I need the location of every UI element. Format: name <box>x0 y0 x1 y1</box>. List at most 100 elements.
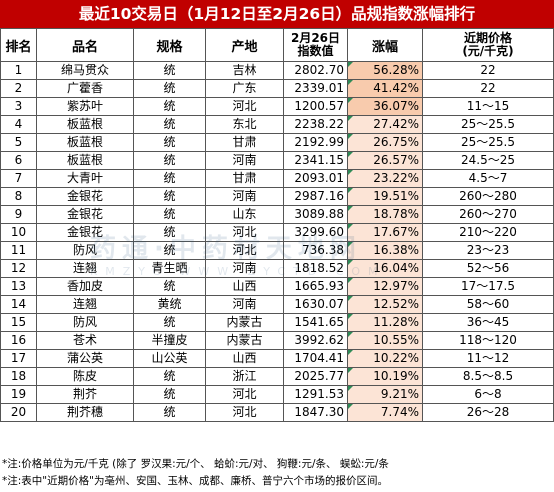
cell-price: 8.5～8.5 <box>422 367 554 386</box>
cell-price: 11～12 <box>422 349 554 368</box>
cell-change: 7.74% <box>347 403 423 422</box>
table-row: 18 陈皮统浙江 2025.77 10.19% 8.5～8.5 <box>0 367 554 386</box>
table-row: 17 蒲公英 山公英 山西 1704.41 10.22% 11～12 <box>0 349 554 368</box>
ranking-table: 排名 品名 规格 产地 2月26日 指数值 涨幅 近期价格 (元/千克) 1 绵马… <box>0 28 554 422</box>
cell-spec: 青生晒 <box>133 259 206 278</box>
cell-origin: 山西 <box>205 349 284 368</box>
cell-change: 27.42% <box>347 115 423 134</box>
cell-rank: 14 <box>0 295 37 314</box>
cell-rank: 9 <box>0 205 37 224</box>
cell-name: 荆芥 <box>36 385 134 404</box>
footnote: *注:价格单位为元/千克 (除了 罗汉果:元/个、 蛤蚧:元/对、 狗鞭:元/条… <box>2 458 389 470</box>
cell-rank: 8 <box>0 187 37 206</box>
cell-rank: 20 <box>0 403 37 422</box>
table-row: 10 金银花统河北 3299.60 17.67% 210～220 <box>0 223 554 242</box>
cell-origin: 河南 <box>205 151 284 170</box>
cell-change: 10.55% <box>347 331 423 350</box>
cell-rank: 10 <box>0 223 37 242</box>
table-row: 2 广藿香统广东 2339.01 41.42% 22 <box>0 79 554 98</box>
cell-index: 2987.16 <box>283 187 348 206</box>
cell-change: 12.97% <box>347 277 423 296</box>
cell-rank: 11 <box>0 241 37 260</box>
table-row: 3 紫苏叶统河北 1200.57 36.07% 11～15 <box>0 97 554 116</box>
cell-spec: 统 <box>133 79 206 98</box>
cell-rank: 4 <box>0 115 37 134</box>
cell-name: 防风 <box>36 313 134 332</box>
cell-rank: 12 <box>0 259 37 278</box>
cell-spec: 统 <box>133 169 206 188</box>
cell-spec: 统 <box>133 313 206 332</box>
footnote: *注:表中"近期价格"为亳州、安国、玉林、成都、廉桥、普宁六个市场的报价区间。 <box>2 475 388 487</box>
header-name: 品名 <box>36 28 134 62</box>
cell-change: 56.28% <box>347 61 423 80</box>
cell-origin: 广东 <box>205 79 284 98</box>
cell-price: 260～280 <box>422 187 554 206</box>
cell-index: 2192.99 <box>283 133 348 152</box>
cell-origin: 河南 <box>205 295 284 314</box>
cell-index: 3089.88 <box>283 205 348 224</box>
cell-change: 23.22% <box>347 169 423 188</box>
cell-name: 连翘 <box>36 295 134 314</box>
cell-origin: 甘肃 <box>205 169 284 188</box>
cell-name: 板蓝根 <box>36 115 134 134</box>
table-body: 1 绵马贯众统吉林 2802.70 56.28% 22 2 广藿香统广东 2339.01 41.… <box>0 61 554 422</box>
cell-price: 118～120 <box>422 331 554 350</box>
cell-name: 荆芥穗 <box>36 403 134 422</box>
cell-change: 9.21% <box>347 385 423 404</box>
cell-change: 19.51% <box>347 187 423 206</box>
cell-change: 10.19% <box>347 367 423 386</box>
cell-price: 25～25.5 <box>422 133 554 152</box>
cell-change: 16.38% <box>347 241 423 260</box>
cell-rank: 2 <box>0 79 37 98</box>
cell-price: 25～25.5 <box>422 115 554 134</box>
table-row: 1 绵马贯众统吉林 2802.70 56.28% 22 <box>0 61 554 80</box>
cell-spec: 统 <box>133 61 206 80</box>
cell-price: 17～17.5 <box>422 277 554 296</box>
cell-price: 36～45 <box>422 313 554 332</box>
cell-price: 22 <box>422 61 554 80</box>
cell-rank: 13 <box>0 277 37 296</box>
table-row: 14 连翘 黄统 河南 1630.07 12.52% 58～60 <box>0 295 554 314</box>
table-row: 15 防风统内蒙古 1541.65 11.28% 36～45 <box>0 313 554 332</box>
footnotes: *注:价格单位为元/千克 (除了 罗汉果:元/个、 蛤蚧:元/对、 狗鞭:元/条… <box>2 456 554 490</box>
cell-price: 23～23 <box>422 241 554 260</box>
cell-name: 苍术 <box>36 331 134 350</box>
cell-index: 2339.01 <box>283 79 348 98</box>
cell-origin: 吉林 <box>205 61 284 80</box>
cell-index: 2025.77 <box>283 367 348 386</box>
cell-price: 24.5～25 <box>422 151 554 170</box>
cell-name: 防风 <box>36 241 134 260</box>
cell-spec: 统 <box>133 151 206 170</box>
cell-spec: 统 <box>133 205 206 224</box>
cell-rank: 15 <box>0 313 37 332</box>
cell-price: 260～270 <box>422 205 554 224</box>
header-origin: 产地 <box>205 28 284 62</box>
table-row: 8 金银花统河南 2987.16 19.51% 260～280 <box>0 187 554 206</box>
cell-spec: 半撞皮 <box>133 331 206 350</box>
cell-change: 18.78% <box>347 205 423 224</box>
cell-rank: 6 <box>0 151 37 170</box>
cell-origin: 河北 <box>205 403 284 422</box>
cell-price: 26～28 <box>422 403 554 422</box>
cell-origin: 甘肃 <box>205 133 284 152</box>
cell-name: 连翘 <box>36 259 134 278</box>
cell-change: 26.57% <box>347 151 423 170</box>
cell-spec: 统 <box>133 385 206 404</box>
header-index-line1: 2月26日 <box>290 31 341 45</box>
cell-index: 1291.53 <box>283 385 348 404</box>
cell-index: 736.38 <box>283 241 348 260</box>
cell-origin: 河北 <box>205 385 284 404</box>
table-row: 5 板蓝根统甘肃 2192.99 26.75% 25～25.5 <box>0 133 554 152</box>
cell-spec: 统 <box>133 403 206 422</box>
cell-rank: 17 <box>0 349 37 368</box>
cell-origin: 山西 <box>205 277 284 296</box>
cell-name: 金银花 <box>36 205 134 224</box>
header-price-line1: 近期价格 <box>463 31 512 45</box>
cell-price: 11～15 <box>422 97 554 116</box>
cell-spec: 统 <box>133 241 206 260</box>
cell-name: 金银花 <box>36 223 134 242</box>
cell-origin: 河北 <box>205 97 284 116</box>
cell-change: 12.52% <box>347 295 423 314</box>
cell-rank: 3 <box>0 97 37 116</box>
